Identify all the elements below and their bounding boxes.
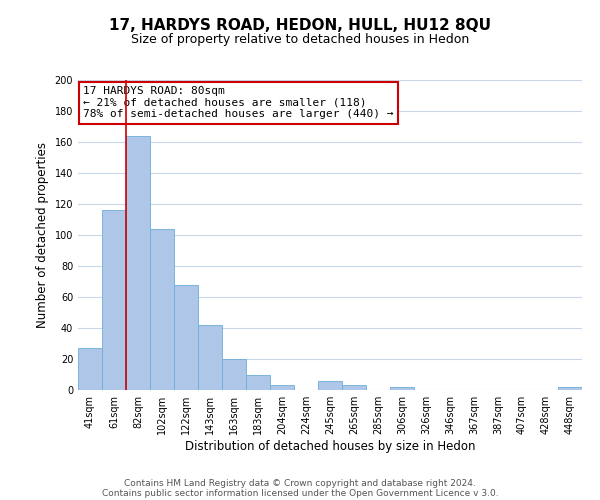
Bar xyxy=(126,136,150,390)
Bar xyxy=(270,386,294,390)
Y-axis label: Number of detached properties: Number of detached properties xyxy=(36,142,49,328)
Bar xyxy=(102,210,126,390)
Bar xyxy=(318,380,342,390)
Bar xyxy=(222,359,246,390)
Bar xyxy=(390,387,414,390)
Bar xyxy=(558,387,582,390)
Bar xyxy=(342,386,366,390)
Bar xyxy=(150,229,174,390)
Text: 17 HARDYS ROAD: 80sqm
← 21% of detached houses are smaller (118)
78% of semi-det: 17 HARDYS ROAD: 80sqm ← 21% of detached … xyxy=(83,86,394,120)
Text: Contains HM Land Registry data © Crown copyright and database right 2024.: Contains HM Land Registry data © Crown c… xyxy=(124,478,476,488)
Text: 17, HARDYS ROAD, HEDON, HULL, HU12 8QU: 17, HARDYS ROAD, HEDON, HULL, HU12 8QU xyxy=(109,18,491,32)
X-axis label: Distribution of detached houses by size in Hedon: Distribution of detached houses by size … xyxy=(185,440,475,453)
Text: Size of property relative to detached houses in Hedon: Size of property relative to detached ho… xyxy=(131,32,469,46)
Bar xyxy=(198,325,222,390)
Bar xyxy=(78,348,102,390)
Bar xyxy=(174,284,198,390)
Text: Contains public sector information licensed under the Open Government Licence v : Contains public sector information licen… xyxy=(101,488,499,498)
Bar xyxy=(246,374,270,390)
